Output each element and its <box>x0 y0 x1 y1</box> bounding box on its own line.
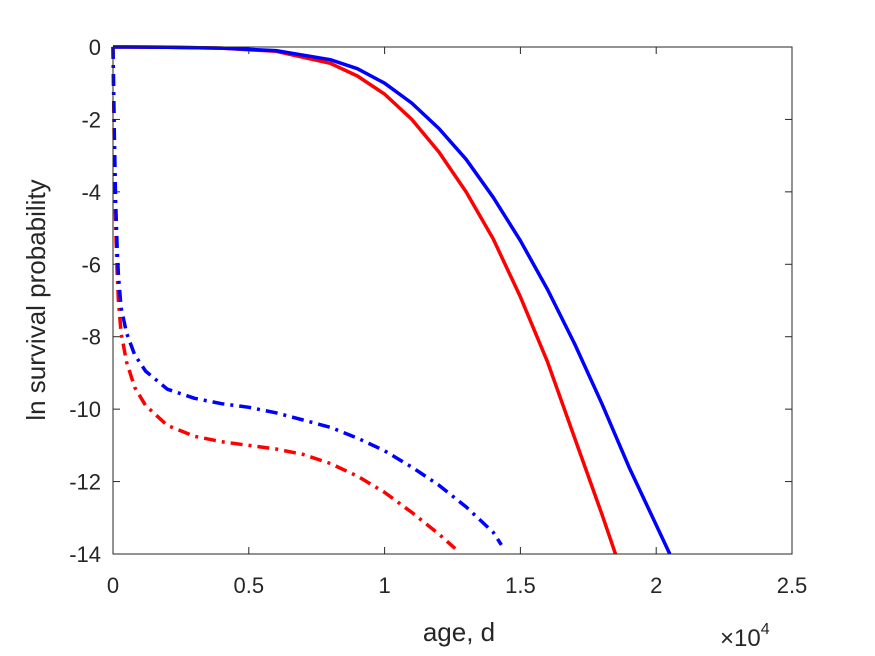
y-tick-label: -4 <box>81 180 101 205</box>
x-axis-multiplier: ×104 <box>720 621 770 652</box>
x-tick-label: 2 <box>650 573 662 598</box>
x-tick-label: 1 <box>378 573 390 598</box>
series-line-4-dashdot <box>111 46 503 546</box>
series-line-2-solid <box>112 45 672 555</box>
y-tick-label: -14 <box>69 542 101 567</box>
y-tick-label: -8 <box>81 325 101 350</box>
x-multiplier-base: ×10 <box>720 625 761 652</box>
x-axis-label: age, d <box>423 617 495 647</box>
x-tick-label: 0 <box>107 573 119 598</box>
axes-box <box>112 46 793 555</box>
x-tick-label: 0.5 <box>234 573 265 598</box>
x-tick-label: 1.5 <box>505 573 536 598</box>
y-tick-label: -6 <box>81 252 101 277</box>
plot-area <box>113 47 792 554</box>
y-tick-label: -2 <box>81 107 101 132</box>
y-tick-label: 0 <box>89 35 101 60</box>
y-axis-label: ln survival probability <box>21 179 51 420</box>
x-multiplier-exponent: 4 <box>761 621 770 638</box>
x-tick-label: 2.5 <box>777 573 808 598</box>
y-tick-label: -12 <box>69 470 101 495</box>
y-tick-label: -10 <box>69 397 101 422</box>
